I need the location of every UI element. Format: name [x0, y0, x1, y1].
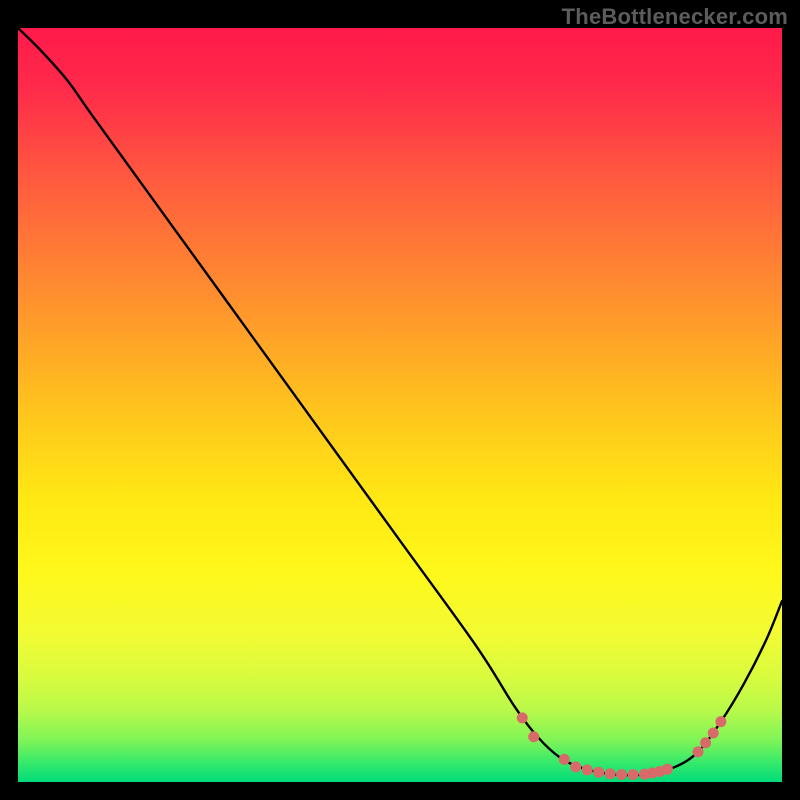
marker-dot	[570, 761, 581, 772]
marker-dot	[700, 737, 711, 748]
marker-dot	[715, 716, 726, 727]
marker-dot	[616, 769, 627, 780]
marker-dot	[528, 731, 539, 742]
marker-dot	[662, 764, 673, 775]
marker-dot	[593, 767, 604, 778]
plot-background	[18, 28, 782, 782]
marker-dot	[628, 769, 639, 780]
marker-dot	[708, 727, 719, 738]
marker-dot	[605, 768, 616, 779]
marker-dot	[692, 746, 703, 757]
marker-dot	[559, 754, 570, 765]
marker-dot	[517, 712, 528, 723]
chart-container: TheBottlenecker.com	[0, 0, 800, 800]
chart-svg	[0, 0, 800, 800]
watermark-text: TheBottlenecker.com	[562, 4, 788, 30]
marker-dot	[582, 764, 593, 775]
